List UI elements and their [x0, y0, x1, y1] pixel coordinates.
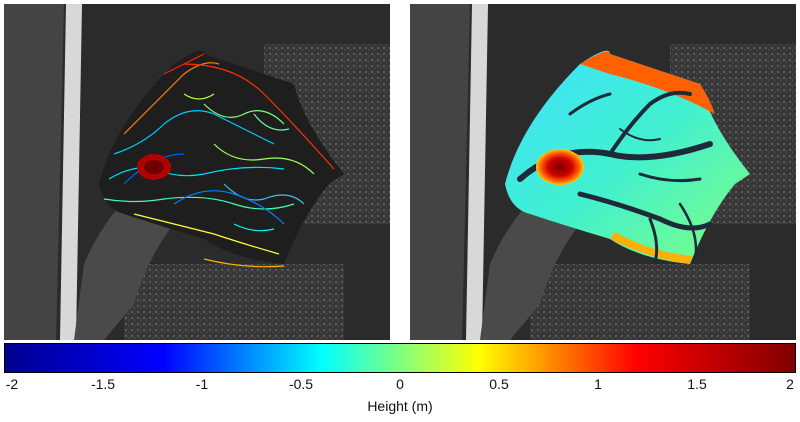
colorbar-tick-label: 0.5 — [489, 376, 509, 392]
estuary-channel — [74, 114, 314, 340]
colorbar-gradient — [4, 343, 796, 373]
colorbar-tick-label: -1 — [195, 376, 209, 392]
high-edge-south — [610, 232, 692, 264]
colorbar-tick-label: -2 — [5, 376, 19, 392]
urban-area-south — [124, 264, 344, 340]
colorbar-tick-label: 1.5 — [687, 376, 707, 392]
colorbar — [4, 343, 796, 373]
colorbar-title: Height (m) — [367, 398, 433, 414]
marsh-area — [99, 50, 344, 265]
colorbar-tick-label: 1 — [594, 376, 602, 392]
contour-map-image — [4, 4, 390, 340]
sea-area — [410, 4, 470, 340]
colorbar-tick-label: 0 — [396, 376, 404, 392]
coastal-dune — [60, 4, 82, 340]
contour-map-panel — [4, 4, 390, 340]
contour-lines — [103, 53, 335, 268]
high-mound — [536, 149, 584, 185]
colorbar-tick-label: -1.5 — [90, 376, 116, 392]
colorbar-tick-labels: -2 -1.5 -1 -0.5 0 0.5 1 1.5 2 — [4, 376, 796, 394]
urban-area-south — [530, 264, 750, 340]
filled-map-panel — [410, 4, 796, 340]
colorbar-tick-label: -0.5 — [288, 376, 314, 392]
estuary-channel — [480, 114, 720, 340]
sea-area — [4, 4, 64, 340]
high-edge-north — [580, 51, 715, 114]
coastal-dune — [466, 4, 488, 340]
colorbar-tick-label: 2 — [786, 376, 794, 392]
filled-map-image — [410, 4, 796, 340]
